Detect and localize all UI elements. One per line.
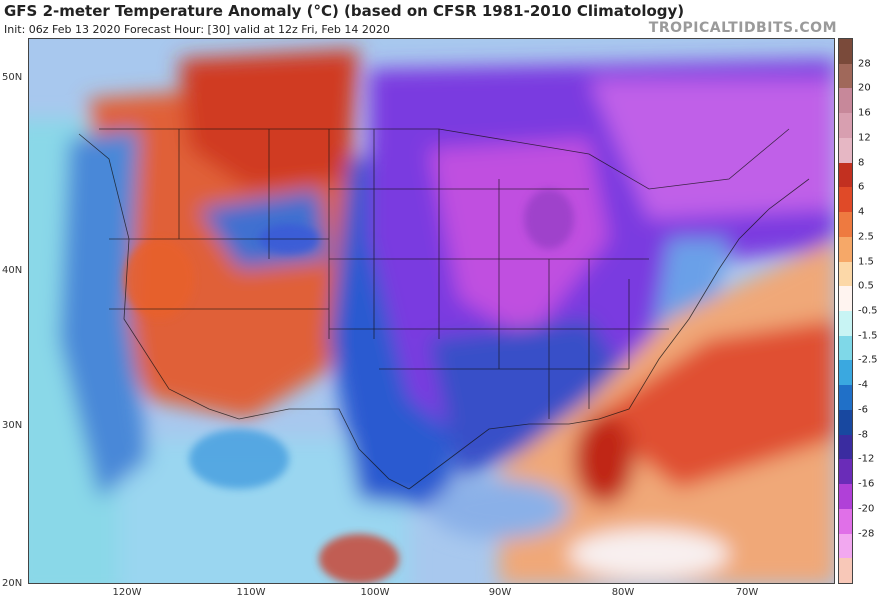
color-scale-label: 8 [858, 157, 865, 169]
forecast-info: Init: 06z Feb 13 2020 Forecast Hour: [30… [4, 23, 390, 36]
color-scale-segment [839, 212, 852, 238]
anomaly-map [28, 38, 835, 584]
gulf-cool-anomaly [429, 479, 569, 539]
color-scale-label: 20 [858, 82, 871, 94]
lon-label-100w: 100W [360, 587, 390, 598]
southern-rockies-warm-anomaly [124, 239, 194, 319]
color-scale-segment [839, 533, 852, 559]
color-scale-label: 0.5 [858, 280, 874, 292]
lat-label-50n: 50N [2, 72, 23, 83]
color-scale-label: -16 [858, 478, 875, 490]
color-scale-segment [839, 459, 852, 485]
color-scale-segment [839, 236, 852, 263]
baja-cool-anomaly [189, 429, 289, 489]
color-scale-label: -1.5 [858, 330, 878, 342]
color-scale-label: 12 [858, 132, 871, 144]
color-scale-segment [839, 558, 852, 584]
lat-label-30n: 30N [2, 420, 23, 431]
lat-label-20n: 20N [2, 578, 23, 589]
color-scale-segment [839, 434, 852, 460]
color-scale-segment [839, 39, 852, 65]
color-scale-label: 2.5 [858, 231, 874, 243]
color-scale-segment [839, 484, 852, 510]
color-scale-segment [839, 286, 852, 312]
map-title: GFS 2-meter Temperature Anomaly (°C) (ba… [4, 2, 685, 20]
color-scale-segment [839, 88, 852, 114]
lat-label-40n: 40N [2, 265, 23, 276]
color-scale-label: 1.5 [858, 256, 874, 268]
color-scale-label: 6 [858, 181, 865, 193]
color-scale-segment [839, 385, 852, 411]
southeast-cool-anomaly [429, 319, 629, 479]
color-scale-label: -12 [858, 453, 875, 465]
color-scale-segment [839, 187, 852, 213]
quebec-cold-anomaly [589, 79, 834, 219]
gulf-stream-warm-anomaly [589, 319, 834, 489]
lon-label-80w: 80W [611, 587, 635, 598]
color-scale-segment [839, 508, 852, 535]
color-scale-label: -20 [858, 503, 875, 515]
state-borders [78, 128, 810, 490]
color-scale-label: -8 [858, 429, 868, 441]
color-scale-label: -2.5 [858, 354, 878, 366]
color-scale-segment [839, 409, 852, 436]
site-watermark: TROPICALTIDBITS.COM [648, 20, 837, 36]
lon-label-120w: 120W [112, 587, 142, 598]
color-scale-segment [839, 137, 852, 164]
color-scale-label: -28 [858, 528, 875, 540]
color-scale-label: -4 [858, 379, 868, 391]
color-scale-segment [839, 162, 852, 188]
northwest-warm-anomaly [179, 49, 359, 189]
caribbean-anomaly [569, 529, 729, 579]
west-coast-cool-anomaly [59, 129, 149, 499]
lon-label-90w: 90W [488, 587, 512, 598]
color-scale-label: 28 [858, 58, 871, 70]
color-scale-bar [838, 38, 853, 584]
mexico-warm-anomaly [319, 534, 399, 583]
color-scale-segment [839, 63, 852, 89]
color-scale-label: 4 [858, 206, 865, 218]
color-scale-label: -6 [858, 404, 868, 416]
color-scale-segment [839, 335, 852, 361]
color-scale-segment [839, 311, 852, 337]
lon-label-70w: 70W [735, 587, 759, 598]
color-scale-segment [839, 113, 852, 139]
lake-michigan-cold-anomaly [524, 189, 574, 249]
lon-label-110w: 110W [236, 587, 266, 598]
color-scale-segment [839, 261, 852, 287]
color-scale-segment [839, 360, 852, 386]
color-scale-label: -0.5 [858, 305, 878, 317]
florida-warm-anomaly [574, 414, 634, 504]
color-scale-label: 16 [858, 107, 871, 119]
